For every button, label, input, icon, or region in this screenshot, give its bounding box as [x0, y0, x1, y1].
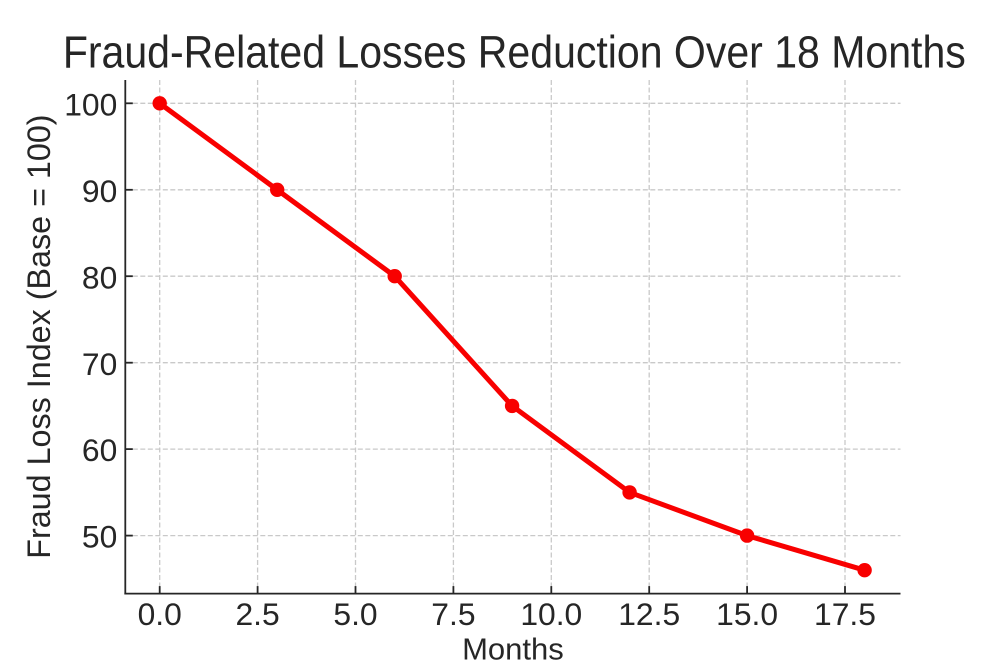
svg-text:80: 80	[82, 259, 117, 295]
svg-text:Fraud-Related Losses Reduction: Fraud-Related Losses Reduction Over 18 M…	[63, 27, 966, 78]
svg-text:0.0: 0.0	[138, 596, 182, 632]
svg-text:70: 70	[82, 346, 117, 382]
svg-text:10.0: 10.0	[520, 596, 582, 632]
svg-text:Months: Months	[462, 632, 564, 667]
svg-text:Fraud Loss Index (Base = 100): Fraud Loss Index (Base = 100)	[21, 114, 57, 558]
svg-text:12.5: 12.5	[618, 596, 680, 632]
svg-text:50: 50	[82, 519, 117, 555]
svg-text:7.5: 7.5	[431, 596, 475, 632]
svg-text:2.5: 2.5	[235, 596, 279, 632]
svg-text:17.5: 17.5	[814, 596, 876, 632]
svg-text:15.0: 15.0	[716, 596, 778, 632]
svg-text:100: 100	[64, 86, 117, 122]
svg-text:5.0: 5.0	[333, 596, 377, 632]
svg-text:60: 60	[82, 432, 117, 468]
svg-text:90: 90	[82, 173, 117, 209]
